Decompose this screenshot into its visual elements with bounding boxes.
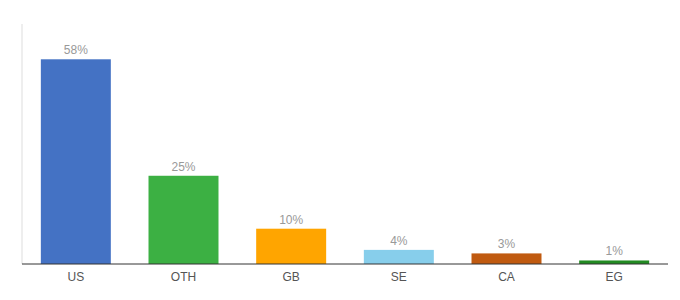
bar: [472, 253, 542, 264]
bar: [149, 176, 219, 264]
chart-container: US OTH GB SE CA EG 58% 25% 10% 4% 3% 1%: [0, 0, 680, 300]
chart-svg: US OTH GB SE CA EG 58% 25% 10% 4% 3% 1%: [0, 0, 680, 300]
x-tick-label: US: [67, 270, 84, 284]
bars: [41, 59, 649, 264]
data-label: 4%: [390, 234, 408, 248]
x-tick-label: OTH: [171, 270, 196, 284]
bar: [364, 250, 434, 264]
x-axis-line: [22, 264, 668, 265]
data-label: 25%: [171, 160, 195, 174]
x-tick-label: EG: [605, 270, 622, 284]
y-axis-line: [22, 24, 23, 264]
x-tick-label: CA: [498, 270, 515, 284]
bar: [579, 260, 649, 264]
data-label: 1%: [605, 244, 623, 258]
bar: [41, 59, 111, 264]
data-label: 3%: [498, 237, 516, 251]
x-tick-label: SE: [391, 270, 407, 284]
data-label: 10%: [279, 213, 303, 227]
bar: [256, 229, 326, 264]
x-tick-label: GB: [282, 270, 299, 284]
page: {"chart_data": {"type": "bar", "categori…: [0, 0, 680, 300]
data-label: 58%: [64, 43, 88, 57]
